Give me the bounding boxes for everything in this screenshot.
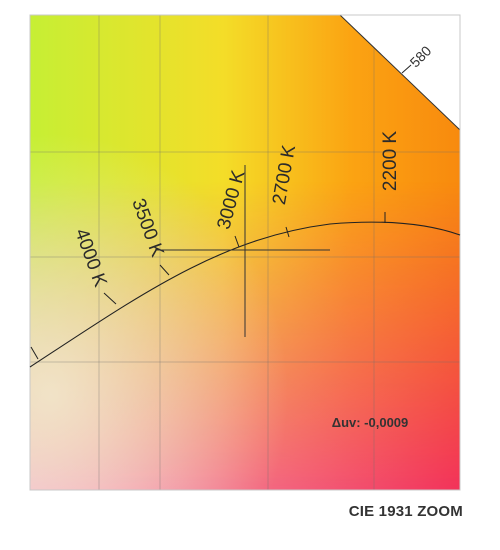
isotherm-tick-4000 [103,292,117,305]
isotherm-tick-3500 [159,264,170,276]
isotherm-tick-edge [30,346,39,360]
locus-tick-580 [401,64,412,74]
planckian-locus-curve [29,221,461,368]
delta-uv-readout: Δuv: -0,0009 [332,415,409,430]
chart-title: CIE 1931 ZOOM [348,503,463,520]
isotherm-tick-3000 [234,235,240,248]
cct-label-2200: 2200 K [380,131,401,192]
plot-frame [29,14,461,491]
isotherm-tick-2700 [285,226,290,238]
grid-lines [30,15,460,490]
spectral-locus-line [339,15,460,131]
